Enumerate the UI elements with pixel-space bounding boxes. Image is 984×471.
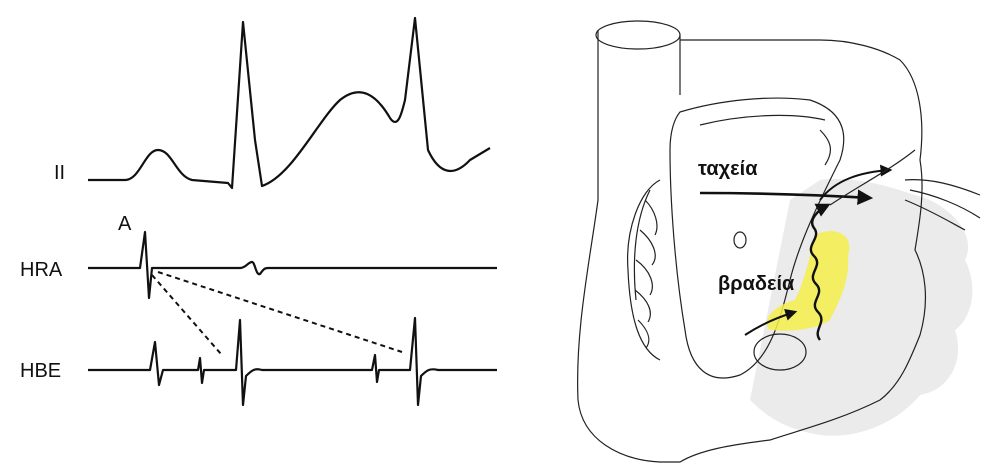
slow-pathway-label: βραδεία <box>718 273 795 295</box>
figure: II A HRA HBE ταχεία βραδεία <box>0 0 984 471</box>
trace-hra <box>88 232 497 298</box>
conduction-line <box>152 275 221 354</box>
lead-label: II <box>54 162 65 184</box>
vena-cava <box>596 21 680 49</box>
pectinate <box>628 180 660 360</box>
trace-ii <box>88 18 490 188</box>
fast-pathway-label: ταχεία <box>698 158 758 180</box>
lead-label: HBE <box>20 360 61 382</box>
marker-label: A <box>118 213 132 235</box>
fossa <box>734 232 746 248</box>
conduction-line <box>158 272 402 352</box>
heart-panel: ταχεία βραδεία <box>578 21 980 462</box>
lead-label: HRA <box>20 259 63 281</box>
ecg-panel: II A HRA HBE <box>20 18 497 405</box>
trace-hbe <box>88 318 497 405</box>
